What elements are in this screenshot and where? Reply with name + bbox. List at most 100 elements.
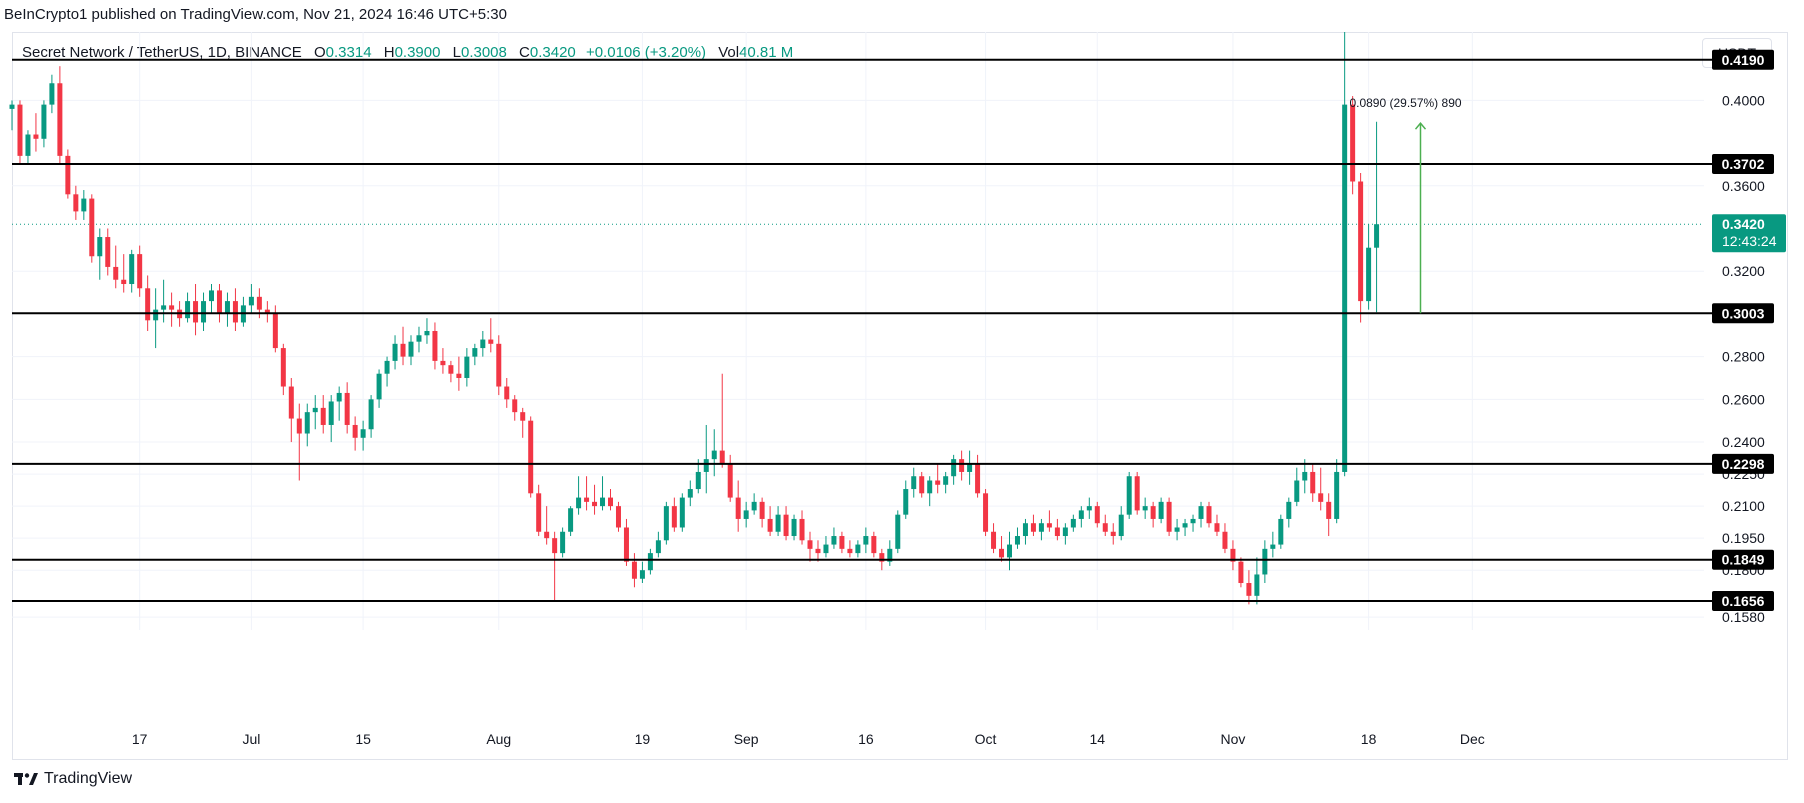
- candle-body: [9, 104, 15, 109]
- candle-body: [161, 305, 167, 310]
- x-tick-label: Oct: [975, 731, 997, 747]
- candle-body: [1326, 501, 1332, 519]
- candle-body: [352, 424, 358, 438]
- candle-body: [1014, 536, 1020, 545]
- candle-body: [288, 386, 294, 419]
- x-tick-label: 17: [132, 731, 148, 747]
- candle-body: [671, 506, 677, 528]
- candle-body: [480, 339, 486, 349]
- level-badge-label: 0.1849: [1722, 552, 1765, 568]
- candle-body: [1150, 506, 1156, 519]
- x-tick-label: Dec: [1460, 731, 1485, 747]
- candle-body: [975, 463, 981, 494]
- level-badge: [1712, 153, 1774, 174]
- candle-body: [552, 538, 558, 554]
- candle-body: [1190, 518, 1196, 524]
- candle-body: [488, 339, 494, 344]
- candle-body: [1238, 561, 1244, 584]
- candle-body: [895, 514, 901, 549]
- level-badge: [1712, 549, 1774, 570]
- candle-body: [336, 392, 342, 402]
- candle-body: [991, 531, 997, 549]
- x-tick-label: Nov: [1220, 731, 1245, 747]
- candle-body: [328, 401, 334, 425]
- candle-body: [464, 356, 470, 378]
- candle-body: [560, 531, 566, 554]
- level-badge-label: 0.3702: [1722, 156, 1765, 172]
- candle-body: [608, 497, 613, 507]
- candle-body: [1134, 476, 1140, 511]
- legend-volume-value: 40.81 M: [739, 44, 794, 61]
- legend-open-value: 0.3314: [325, 44, 372, 61]
- tradingview-logo[interactable]: TradingView: [14, 770, 132, 788]
- candle-body: [320, 407, 326, 425]
- time-axis[interactable]: 17 Jul 15 Aug 19 Sep 16 Oct 14 Nov 18 Dec: [132, 731, 1485, 747]
- candle-body: [256, 296, 262, 310]
- measure-layer: 0.0890 (29.57%) 890: [1349, 96, 1462, 314]
- candle-body: [999, 548, 1005, 558]
- level-badge: [1712, 453, 1774, 474]
- candle-body: [703, 459, 709, 472]
- candle-body: [831, 536, 837, 545]
- candle-body: [1294, 480, 1300, 502]
- legend-low-label: L: [452, 44, 461, 61]
- candle-body: [1102, 523, 1108, 532]
- candle-body: [1246, 583, 1252, 596]
- x-tick-label: Aug: [486, 731, 511, 747]
- y-tick-label: 0.4000: [1722, 92, 1765, 108]
- candle-body: [17, 104, 23, 156]
- candle-body: [153, 309, 159, 321]
- legend-open-label: O: [314, 44, 326, 61]
- candle-body: [113, 266, 119, 280]
- candle-body: [312, 407, 318, 413]
- candle-body: [368, 399, 374, 430]
- candle-body: [216, 290, 222, 314]
- level-badge-label: 0.1656: [1722, 593, 1765, 609]
- candle-body: [1206, 506, 1212, 524]
- candle-body: [1302, 471, 1308, 481]
- candle-body: [360, 429, 366, 438]
- candle-body: [943, 476, 949, 485]
- candle-body: [863, 536, 869, 545]
- price-axis[interactable]: 0.4000 0.3600 0.3200 0.2800 0.2600 0.2400 0.22…: [1712, 49, 1786, 625]
- level-badge-label: 0.2298: [1722, 456, 1765, 472]
- candle-body: [264, 309, 270, 314]
- candle-body: [224, 301, 230, 314]
- candle-body: [1182, 523, 1188, 528]
- candle-body: [695, 471, 701, 490]
- measure-label: 0.0890 (29.57%) 890: [1349, 96, 1461, 110]
- candle-body: [1222, 531, 1228, 549]
- legend-volume-label: Vol: [718, 44, 740, 61]
- candle-body: [655, 540, 661, 554]
- candle-body: [711, 450, 717, 460]
- candle-body: [1310, 471, 1316, 494]
- candle-body: [1374, 224, 1380, 248]
- candle-body: [41, 104, 47, 139]
- candle-body: [1278, 518, 1284, 545]
- candle-body: [344, 392, 350, 425]
- y-tick-label: 0.2100: [1722, 498, 1765, 514]
- level-badge: [1712, 590, 1774, 611]
- legend-symbol[interactable]: Secret Network / TetherUS, 1D, BINANCE: [22, 44, 302, 61]
- candle-body: [1358, 181, 1364, 302]
- candle-body: [105, 237, 111, 267]
- candle-body: [528, 420, 534, 494]
- tradingview-brand: TradingView: [44, 770, 133, 787]
- candle-body: [376, 373, 382, 400]
- candle-body: [639, 570, 645, 579]
- y-tick-label: 0.2600: [1722, 391, 1765, 407]
- candle-body: [121, 279, 127, 285]
- candle-body: [440, 360, 446, 366]
- candle-body: [735, 497, 741, 519]
- x-tick-label: 18: [1361, 731, 1377, 747]
- candle-body: [584, 497, 590, 502]
- candle-body: [623, 527, 629, 562]
- candle-body: [631, 561, 637, 579]
- countdown-label: 12:43:24: [1722, 233, 1777, 249]
- support-resistance-layer: [12, 58, 1712, 602]
- y-tick-label: 0.2800: [1722, 349, 1765, 365]
- candle-body: [408, 341, 414, 357]
- candle-body: [727, 463, 733, 498]
- candle-body: [1142, 506, 1148, 511]
